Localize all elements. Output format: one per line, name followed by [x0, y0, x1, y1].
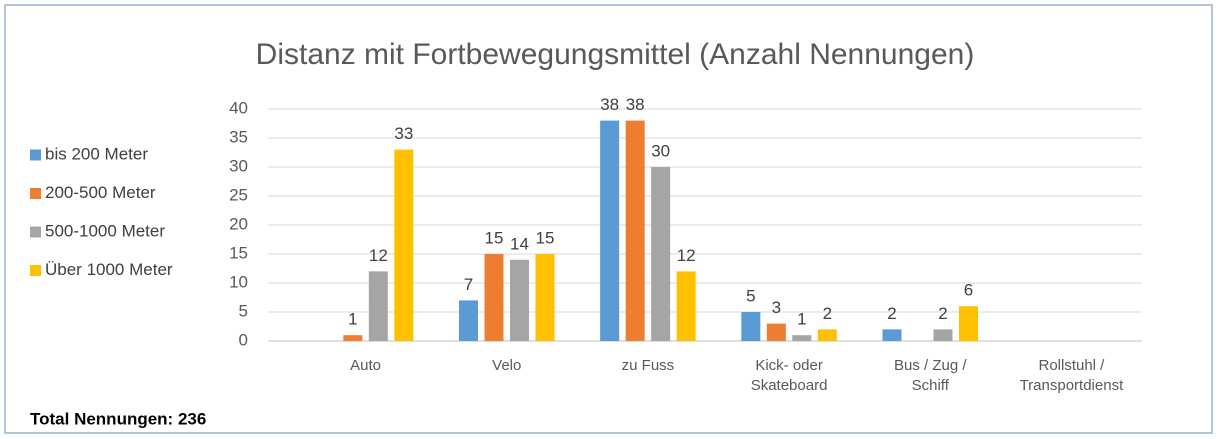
footnote: Total Nennungen: 236: [30, 409, 206, 428]
bar: [651, 167, 671, 341]
data-label: 30: [651, 141, 670, 160]
legend-label: bis 200 Meter: [45, 144, 148, 163]
data-label: 12: [369, 246, 388, 265]
legend-swatch: [30, 226, 41, 238]
data-label: 3: [772, 298, 781, 317]
data-label: 6: [964, 281, 973, 300]
bar: [394, 149, 414, 341]
data-label: 15: [485, 228, 504, 247]
legend-label: Über 1000 Meter: [45, 260, 173, 279]
y-tick-label: 30: [229, 156, 248, 175]
legend-swatch: [30, 265, 41, 276]
x-tick-label: Auto: [350, 357, 381, 374]
data-label: 38: [600, 95, 619, 114]
legend-label: 500-1000 Meter: [45, 221, 165, 240]
y-tick-label: 15: [229, 243, 248, 262]
bar: [933, 329, 953, 341]
bar: [600, 120, 620, 341]
data-label: 7: [464, 275, 473, 294]
x-tick-label: Velo: [492, 357, 521, 374]
x-tick-label: zu Fuss: [622, 357, 675, 374]
data-label: 12: [677, 246, 696, 265]
legend-swatch: [30, 188, 41, 199]
data-label: 1: [797, 310, 806, 329]
bar: [817, 329, 837, 341]
data-label: 1: [348, 310, 357, 329]
y-tick-label: 10: [229, 272, 248, 291]
x-tick-label: Rollstuhl / Transportdienst: [1020, 357, 1124, 394]
y-tick-label: 5: [239, 301, 248, 320]
bar: [882, 329, 902, 341]
data-label: 2: [938, 304, 947, 323]
bar: [368, 271, 388, 341]
y-tick-label: 20: [229, 214, 248, 233]
y-tick-label: 25: [229, 185, 248, 204]
bar: [676, 271, 696, 341]
chart-title: Distanz mit Fortbewegungsmittel (Anzahl …: [256, 38, 975, 71]
bar: [459, 300, 478, 341]
y-tick-label: 0: [239, 330, 248, 349]
y-tick-label: 35: [229, 127, 248, 146]
data-label: 38: [626, 95, 645, 114]
y-tick-label: 40: [229, 98, 248, 117]
data-label: 2: [887, 304, 896, 323]
data-label: 5: [746, 286, 755, 305]
bar: [766, 323, 786, 341]
bar: [510, 259, 529, 341]
bar: [343, 335, 363, 341]
data-label: 14: [510, 234, 529, 253]
x-tick-label: Bus / Zug / Schiff: [894, 357, 967, 394]
x-tick-label: Kick- oder Skateboard: [751, 357, 828, 394]
data-label: 33: [394, 124, 413, 143]
bar: [741, 312, 761, 341]
data-label: 15: [536, 228, 555, 247]
bar: [484, 254, 504, 341]
data-label: 2: [823, 304, 832, 323]
bar: [625, 120, 645, 341]
bar: [959, 306, 978, 341]
legend-label: 200-500 Meter: [45, 183, 156, 202]
bar: [535, 254, 555, 341]
legend-swatch: [30, 149, 41, 161]
bar: [792, 335, 812, 341]
